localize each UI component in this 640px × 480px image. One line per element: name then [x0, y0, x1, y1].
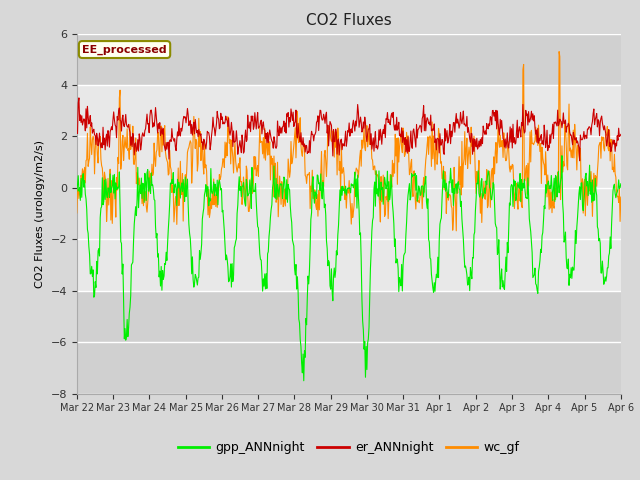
Bar	[77, 34, 621, 85]
Bar	[77, 291, 621, 394]
Title: CO2 Fluxes: CO2 Fluxes	[306, 13, 392, 28]
Text: EE_processed: EE_processed	[82, 44, 167, 55]
Y-axis label: CO2 Fluxes (urology/m2/s): CO2 Fluxes (urology/m2/s)	[35, 140, 45, 288]
Legend: gpp_ANNnight, er_ANNnight, wc_gf: gpp_ANNnight, er_ANNnight, wc_gf	[173, 436, 525, 459]
